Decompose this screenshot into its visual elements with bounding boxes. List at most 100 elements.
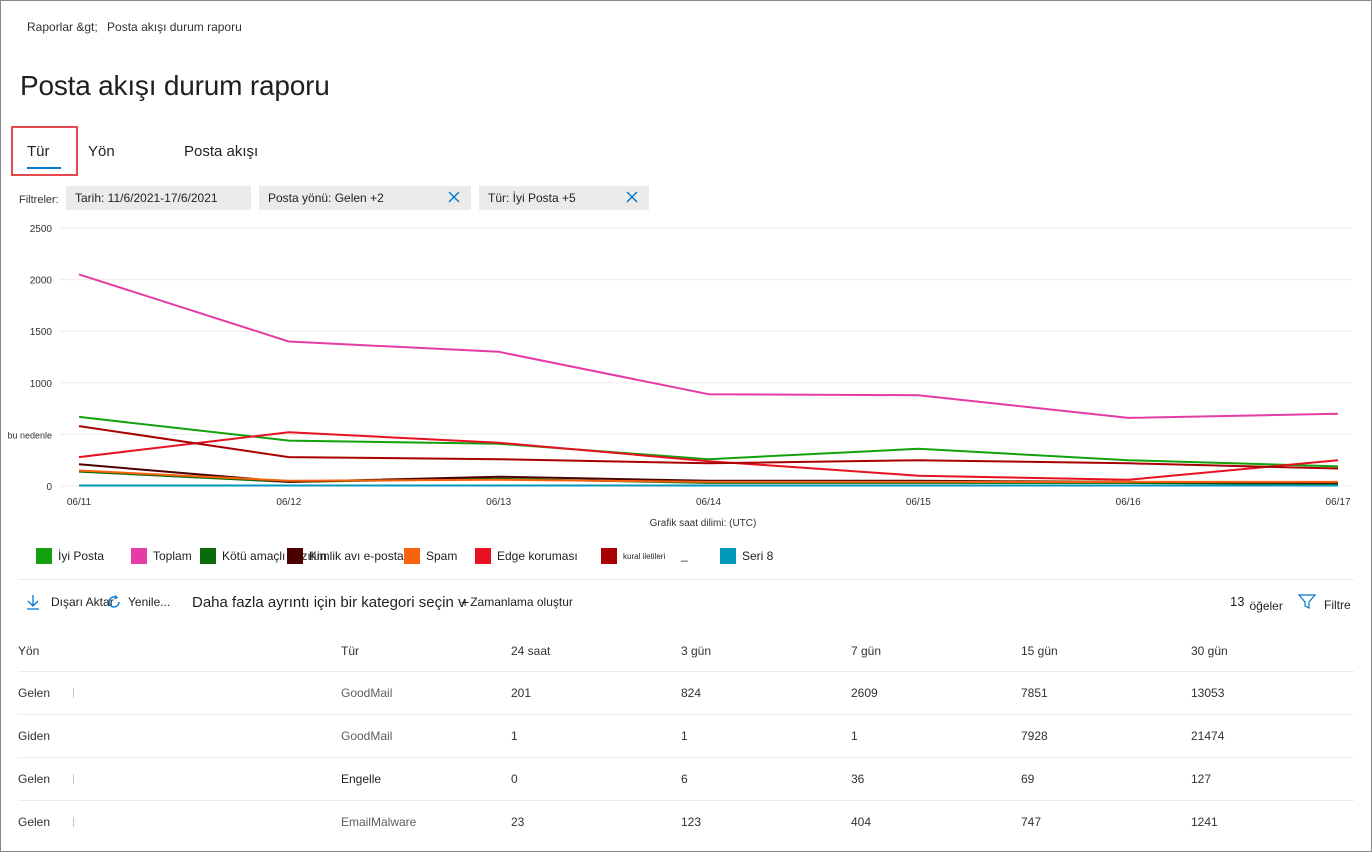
item-count: 13 öğeler	[1230, 594, 1283, 613]
table-row[interactable]: Gelen GoodMail 201 824 2609 7851 13053	[18, 671, 1354, 715]
tab-type[interactable]: Tür	[27, 143, 50, 160]
series-line-4	[78, 469, 1338, 483]
series-line-1	[78, 273, 1339, 419]
cell-direction: Gelen	[18, 686, 51, 700]
legend-label: Edge koruması	[497, 549, 578, 563]
category-dropdown[interactable]: Daha fazla ayrıntı için bir kategori seç…	[192, 594, 465, 611]
x-tick-label: 06/16	[1116, 497, 1141, 508]
cell-24h: 201	[511, 686, 532, 700]
cell-24h: 1	[511, 729, 518, 743]
cell-7d: 2609	[851, 686, 878, 700]
download-icon	[27, 595, 39, 610]
column-header-30d[interactable]: 30 gün	[1191, 644, 1228, 658]
refresh-button[interactable]: Yenile ...	[106, 594, 170, 610]
cell-direction: Gelen	[18, 815, 51, 829]
legend-item[interactable]: Edge koruması	[475, 548, 578, 564]
breadcrumb-root-link[interactable]: Raporlar &gt;	[27, 20, 98, 34]
legend-swatch	[287, 548, 303, 564]
legend-label: İyi Posta	[58, 549, 105, 563]
legend-extra-mark: _	[681, 548, 688, 562]
legend-item[interactable]: İyi Posta	[36, 548, 104, 564]
refresh-label: Yenile	[128, 595, 161, 609]
y-tick-label: 0	[46, 482, 52, 493]
table-row[interactable]: Giden GoodMail 1 1 1 7928 21474	[18, 714, 1354, 758]
legend-divider	[18, 579, 1354, 580]
close-icon[interactable]	[447, 190, 461, 204]
cell-7d: 1	[851, 729, 858, 743]
schedule-label: Zamanlama oluştur	[470, 595, 573, 609]
cell-24h: 23	[511, 815, 525, 829]
chart-legend: İyi Posta Toplam Kötü amaçlı yazılım Kimlik…	[0, 548, 1372, 566]
legend-swatch	[36, 548, 52, 564]
close-icon[interactable]	[625, 190, 639, 204]
schedule-button[interactable]: + Zamanlama oluştur	[461, 594, 573, 610]
cell-30d: 21474	[1191, 729, 1225, 743]
tab-direction[interactable]: Yön	[88, 143, 115, 160]
legend-swatch	[200, 548, 216, 564]
filter-chip-type-label: Tür: İyi Posta +5	[488, 191, 576, 205]
x-tick-label: 06/17	[1325, 497, 1350, 508]
cell-type: GoodMail	[341, 686, 393, 700]
x-axis-label: Grafik saat dilimi: (UTC)	[650, 518, 757, 529]
legend-swatch	[404, 548, 420, 564]
x-tick-label: 06/12	[276, 497, 301, 508]
legend-item[interactable]: Spam	[404, 548, 457, 564]
item-count-label: öğeler	[1249, 598, 1283, 613]
filter-label: Filtre	[1324, 598, 1351, 612]
add-icon: +	[461, 594, 470, 610]
more-options[interactable]: ...	[160, 595, 171, 609]
cell-3d: 824	[681, 686, 702, 700]
legend-item[interactable]: kural iletileri	[601, 548, 665, 564]
row-tick	[73, 688, 74, 698]
table-row[interactable]: Gelen EmailMalware 23 123 404 747 1241	[18, 800, 1354, 844]
legend-swatch	[131, 548, 147, 564]
filter-chip-direction[interactable]: Posta yönü: Gelen +2	[259, 186, 471, 210]
category-prompt: Daha fazla ayrıntı için bir kategori seç…	[192, 594, 466, 611]
legend-label: Toplam	[153, 549, 192, 563]
series-line-0	[78, 415, 1339, 468]
cell-direction: Gelen	[18, 772, 51, 786]
column-header-type[interactable]: Tür	[341, 644, 359, 658]
column-header-3d[interactable]: 3 gün	[681, 644, 712, 658]
item-count-value: 13	[1230, 594, 1245, 609]
cell-3d: 123	[681, 815, 702, 829]
cell-15d: 7851	[1021, 686, 1048, 700]
row-tick	[73, 817, 74, 827]
breadcrumb-current: Posta akışı durum raporu	[107, 20, 242, 34]
legend-item[interactable]: Toplam	[131, 548, 192, 564]
cell-15d: 747	[1021, 815, 1042, 829]
legend-item[interactable]: Kimlik avı e-postası	[287, 548, 413, 564]
cell-30d: 13053	[1191, 686, 1225, 700]
legend-swatch	[601, 548, 617, 564]
row-tick	[73, 774, 74, 784]
cell-15d: 69	[1021, 772, 1035, 786]
legend-label: Kimlik avı e-postası	[309, 549, 414, 563]
x-tick-label: 06/11	[67, 497, 92, 508]
y-tick-label: 2500	[30, 224, 53, 235]
filter-chip-type[interactable]: Tür: İyi Posta +5	[479, 186, 649, 210]
legend-label: Seri 8	[742, 549, 774, 563]
mail-flow-line-chart: 0 bu nedenle 1000 1500 2000 2500 06/11 06/12 06/…	[7, 224, 1352, 529]
series-line-6	[78, 425, 1339, 470]
column-header-direction[interactable]: Yön	[18, 644, 40, 658]
export-button[interactable]: Dışarı Aktar	[26, 594, 114, 610]
column-header-24h[interactable]: 24 saat	[511, 644, 551, 658]
filter-button[interactable]: Filtre	[1298, 594, 1351, 612]
page-title: Posta akışı durum raporu	[20, 70, 330, 101]
filter-chip-date[interactable]: Tarih: 11/6/2021-17/6/2021	[66, 186, 251, 210]
cell-7d: 404	[851, 815, 872, 829]
x-tick-label: 06/13	[486, 497, 511, 508]
column-header-7d[interactable]: 7 gün	[851, 644, 882, 658]
tab-highlight-box	[11, 126, 78, 176]
tab-mail-flow[interactable]: Posta akışı	[184, 143, 259, 160]
legend-label: Spam	[426, 549, 458, 563]
column-header-15d[interactable]: 15 gün	[1021, 644, 1058, 658]
y-tick-label: 2000	[30, 276, 53, 287]
cell-7d: 36	[851, 772, 865, 786]
table-row[interactable]: Gelen Engelle 0 6 36 69 127	[18, 757, 1354, 801]
cell-type: EmailMalware	[341, 815, 417, 829]
filter-icon	[1298, 594, 1316, 609]
filter-chip-date-label: Tarih: 11/6/2021-17/6/2021	[75, 191, 218, 205]
x-tick-label: 06/15	[906, 497, 931, 508]
legend-item[interactable]: Seri 8	[720, 548, 773, 564]
